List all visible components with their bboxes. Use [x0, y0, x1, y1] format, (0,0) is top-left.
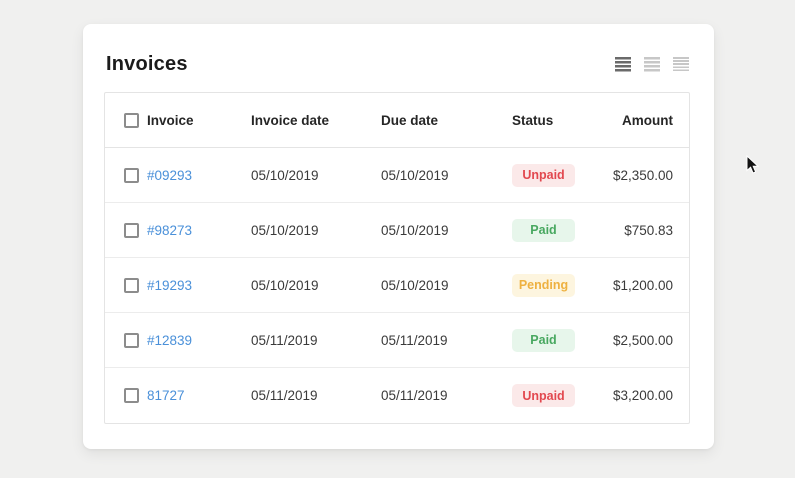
- status-badge: Unpaid: [512, 384, 575, 407]
- invoice-date-cell: 05/10/2019: [251, 167, 319, 183]
- row-density-toolbar: [615, 57, 689, 72]
- invoices-table: Invoice Invoice date Due date Status Amo…: [104, 92, 690, 424]
- table-row: 81727 05/11/2019 05/11/2019 Unpaid $3,20…: [105, 368, 689, 423]
- due-date-cell: 05/10/2019: [381, 222, 449, 238]
- invoice-date-cell: 05/11/2019: [251, 332, 318, 348]
- column-header-status: Status: [512, 112, 554, 128]
- column-header-invoice-date: Invoice date: [251, 112, 330, 128]
- table-row: #09293 05/10/2019 05/10/2019 Unpaid $2,3…: [105, 148, 689, 203]
- amount-cell: $750.83: [624, 222, 673, 238]
- select-all-checkbox[interactable]: [124, 112, 139, 128]
- row-checkbox[interactable]: [124, 222, 139, 238]
- status-badge: Paid: [512, 218, 575, 242]
- row-checkbox[interactable]: [124, 388, 139, 403]
- invoice-link[interactable]: #98273: [147, 222, 193, 238]
- due-date-cell: 05/10/2019: [381, 167, 449, 183]
- row-checkbox[interactable]: [124, 167, 139, 183]
- invoices-card: Invoices Invoice Invoice date Due date S…: [83, 24, 714, 449]
- amount-cell: $1,200.00: [612, 277, 673, 293]
- invoice-link[interactable]: #12839: [147, 332, 193, 348]
- column-header-due-date: Due date: [381, 112, 439, 128]
- invoice-link[interactable]: #19293: [147, 277, 193, 293]
- row-checkbox[interactable]: [124, 332, 139, 348]
- page-title: Invoices: [106, 53, 188, 75]
- table-row: #98273 05/10/2019 05/10/2019 Paid $750.8…: [105, 203, 689, 258]
- column-header-amount: Amount: [622, 112, 673, 128]
- table-header-row: Invoice Invoice date Due date Status Amo…: [105, 93, 689, 148]
- amount-cell: $2,350.00: [612, 167, 673, 183]
- row-height-large-icon[interactable]: [615, 57, 631, 72]
- invoice-link[interactable]: #09293: [147, 167, 193, 183]
- column-header-invoice: Invoice: [147, 112, 194, 128]
- invoice-link[interactable]: 81727: [147, 388, 185, 403]
- amount-cell: $2,500.00: [612, 332, 673, 348]
- row-height-small-icon[interactable]: [673, 57, 689, 72]
- row-checkbox[interactable]: [124, 277, 139, 293]
- due-date-cell: 05/11/2019: [381, 332, 448, 348]
- invoice-date-cell: 05/11/2019: [251, 388, 318, 403]
- row-height-medium-icon[interactable]: [644, 57, 660, 72]
- invoice-date-cell: 05/10/2019: [251, 222, 319, 238]
- due-date-cell: 05/10/2019: [381, 277, 449, 293]
- table-row: #19293 05/10/2019 05/10/2019 Pending $1,…: [105, 258, 689, 313]
- status-badge: Pending: [512, 273, 575, 297]
- card-header: Invoices: [83, 24, 714, 76]
- status-badge: Paid: [512, 328, 575, 352]
- table-row: #12839 05/11/2019 05/11/2019 Paid $2,500…: [105, 313, 689, 368]
- amount-cell: $3,200.00: [612, 388, 673, 403]
- mouse-cursor-icon: [746, 154, 760, 180]
- invoice-date-cell: 05/10/2019: [251, 277, 319, 293]
- due-date-cell: 05/11/2019: [381, 388, 448, 403]
- status-badge: Unpaid: [512, 163, 575, 187]
